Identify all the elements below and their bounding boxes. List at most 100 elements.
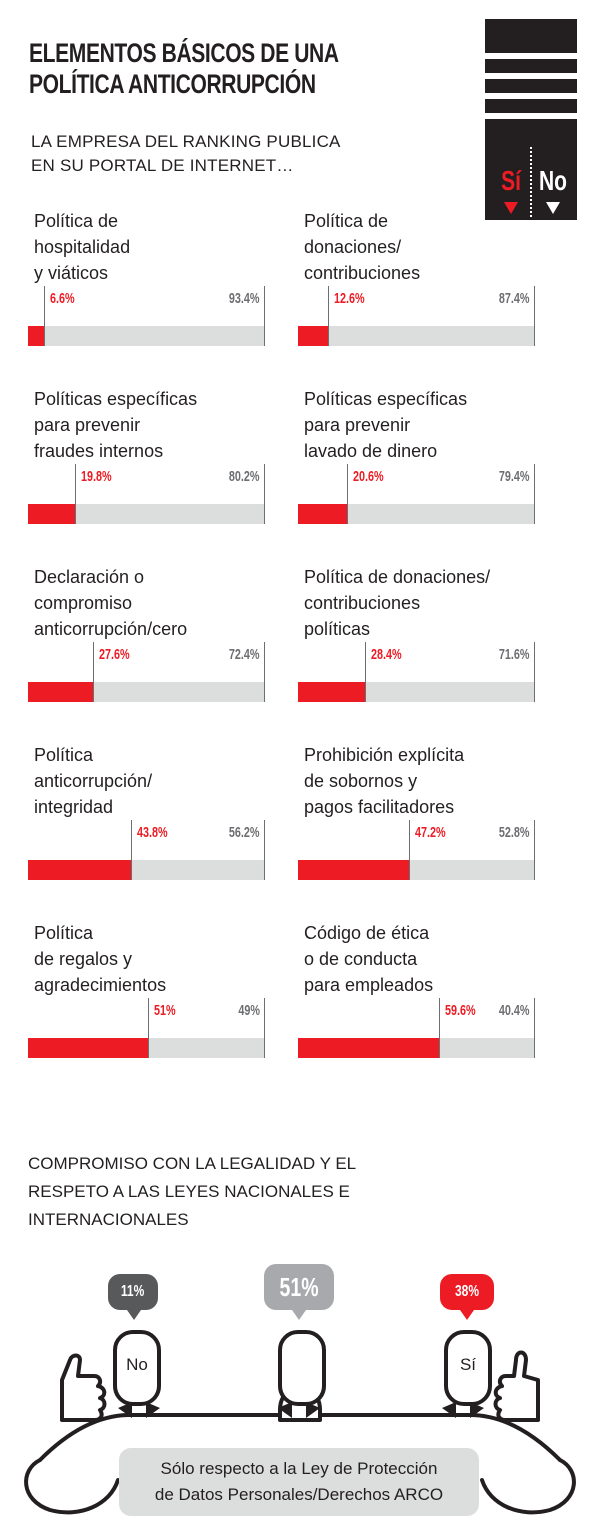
bar-si: [298, 682, 365, 702]
bar-split-tick: [347, 464, 348, 524]
legend: Sí No: [485, 19, 577, 220]
policy-label: Política anticorrupción/ integridad: [34, 745, 153, 817]
bubble-no-value: 11%: [121, 1283, 145, 1300]
head-si: Sí: [444, 1330, 492, 1406]
legend-no-arrow-icon: [546, 202, 560, 214]
value-si: 51%: [154, 1002, 176, 1019]
value-no: 80.2%: [229, 468, 260, 485]
page-subtitle: LA EMPRESA DEL RANKING PUBLICA EN SU POR…: [31, 132, 341, 175]
legend-no-label: No: [538, 165, 567, 196]
policy-item: Código de ética o de conducta para emple…: [298, 920, 543, 1070]
policy-item: Política de donaciones/ contribuciones p…: [298, 564, 543, 714]
policy-label: Política de donaciones/ contribuciones: [304, 211, 421, 283]
policy-item: Declaración o compromiso anticorrupción/…: [28, 564, 273, 714]
value-si: 27.6%: [99, 646, 130, 663]
policy-label: Política de donaciones/ contribuciones p…: [304, 567, 491, 639]
bar-no: [28, 1038, 264, 1058]
bar-no: [298, 504, 534, 524]
legend-si-arrow-icon: [504, 202, 518, 214]
bar-split-tick: [75, 464, 76, 524]
bar-si: [298, 326, 328, 346]
bar-end-tick: [534, 998, 535, 1058]
bar-si: [298, 860, 409, 880]
page-title: ELEMENTOS BÁSICOS DE UNA POLÍTICA ANTICO…: [29, 38, 339, 99]
bar-end-tick: [264, 642, 265, 702]
legend-stripe: [485, 93, 577, 99]
value-no: 72.4%: [229, 646, 260, 663]
note-arco: Sólo respecto a la Ley de Protección de …: [119, 1448, 479, 1516]
bubble-mid-value: 51%: [279, 1272, 319, 1302]
value-si: 28.4%: [371, 646, 402, 663]
head-no: No: [113, 1330, 161, 1406]
bar-no: [298, 682, 534, 702]
policy-item: Política anticorrupción/ integridad 43.8%…: [28, 742, 273, 892]
bar-end-tick: [534, 464, 535, 524]
handshake-illustration: [24, 1350, 576, 1515]
value-no: 71.6%: [499, 646, 530, 663]
bar-si: [298, 1038, 439, 1058]
bubble-tail: [460, 1310, 474, 1320]
right-sleeve: [480, 1458, 576, 1515]
bubble-tail: [292, 1310, 306, 1320]
bar-split-tick: [93, 642, 94, 702]
policy-label: Declaración o compromiso anticorrupción/…: [34, 567, 188, 639]
value-si: 19.8%: [81, 468, 112, 485]
bar-si: [28, 1038, 148, 1058]
value-no: 79.4%: [499, 468, 530, 485]
bar-end-tick: [264, 286, 265, 346]
bar-si: [28, 682, 93, 702]
bar-no: [298, 1038, 534, 1058]
bar-end-tick: [264, 464, 265, 524]
bar-end-tick: [534, 642, 535, 702]
legend-divider: [530, 147, 532, 217]
bar-no: [28, 326, 264, 346]
bar-end-tick: [534, 286, 535, 346]
value-no: 52.8%: [499, 824, 530, 841]
policy-item: Políticas específicas para prevenir frau…: [28, 386, 273, 536]
bar-no: [28, 682, 264, 702]
policy-label: Política de regalos y agradecimientos: [34, 923, 167, 995]
value-si: 12.6%: [334, 290, 365, 307]
value-si: 43.8%: [137, 824, 168, 841]
policy-item: Política de donaciones/ contribuciones 12…: [298, 208, 543, 358]
policy-label: Políticas específicas para prevenir frau…: [34, 389, 198, 461]
bar-split-tick: [44, 286, 45, 346]
bar-end-tick: [264, 820, 265, 880]
value-si: 59.6%: [445, 1002, 476, 1019]
value-si: 20.6%: [353, 468, 384, 485]
value-no: 56.2%: [229, 824, 260, 841]
bar-si: [298, 504, 347, 524]
bar-split-tick: [365, 642, 366, 702]
bar-si: [28, 326, 44, 346]
bubble-si-value: 38%: [454, 1283, 480, 1300]
bowtie-icon: [278, 1402, 320, 1418]
value-si: 47.2%: [415, 824, 446, 841]
left-sleeve: [24, 1458, 120, 1515]
policy-label: Prohibición explícita de sobornos y pago…: [304, 745, 465, 817]
bowtie-icon: [442, 1402, 484, 1418]
policy-label: Políticas específicas para prevenir lava…: [304, 389, 468, 461]
thumbs-down-hand-icon: [60, 1353, 107, 1422]
bar-no: [298, 326, 534, 346]
value-no: 87.4%: [499, 290, 530, 307]
bar-si: [28, 504, 75, 524]
thumbs-up-hand-icon: [493, 1350, 540, 1422]
bar-split-tick: [439, 998, 440, 1058]
policy-item: Prohibición explícita de sobornos y pago…: [298, 742, 543, 892]
policy-label: Código de ética o de conducta para emple…: [304, 923, 434, 995]
bar-split-tick: [131, 820, 132, 880]
policy-label: Política de hospitalidad y viáticos: [34, 211, 131, 283]
legend-stripe: [485, 113, 577, 119]
bar-split-tick: [148, 998, 149, 1058]
bar-split-tick: [409, 820, 410, 880]
bubble-mid: 51%: [264, 1264, 334, 1310]
value-no: 40.4%: [499, 1002, 530, 1019]
policy-item: Políticas específicas para prevenir lava…: [298, 386, 543, 536]
policy-item: Política de regalos y agradecimientos 51%…: [28, 920, 273, 1070]
value-no: 93.4%: [229, 290, 260, 307]
bar-no: [28, 504, 264, 524]
section-title: COMPROMISO CON LA LEGALIDAD Y EL RESPETO…: [28, 1154, 357, 1229]
value-no: 49%: [238, 1002, 260, 1019]
head-mid: [278, 1330, 326, 1406]
legend-stripe: [485, 73, 577, 79]
